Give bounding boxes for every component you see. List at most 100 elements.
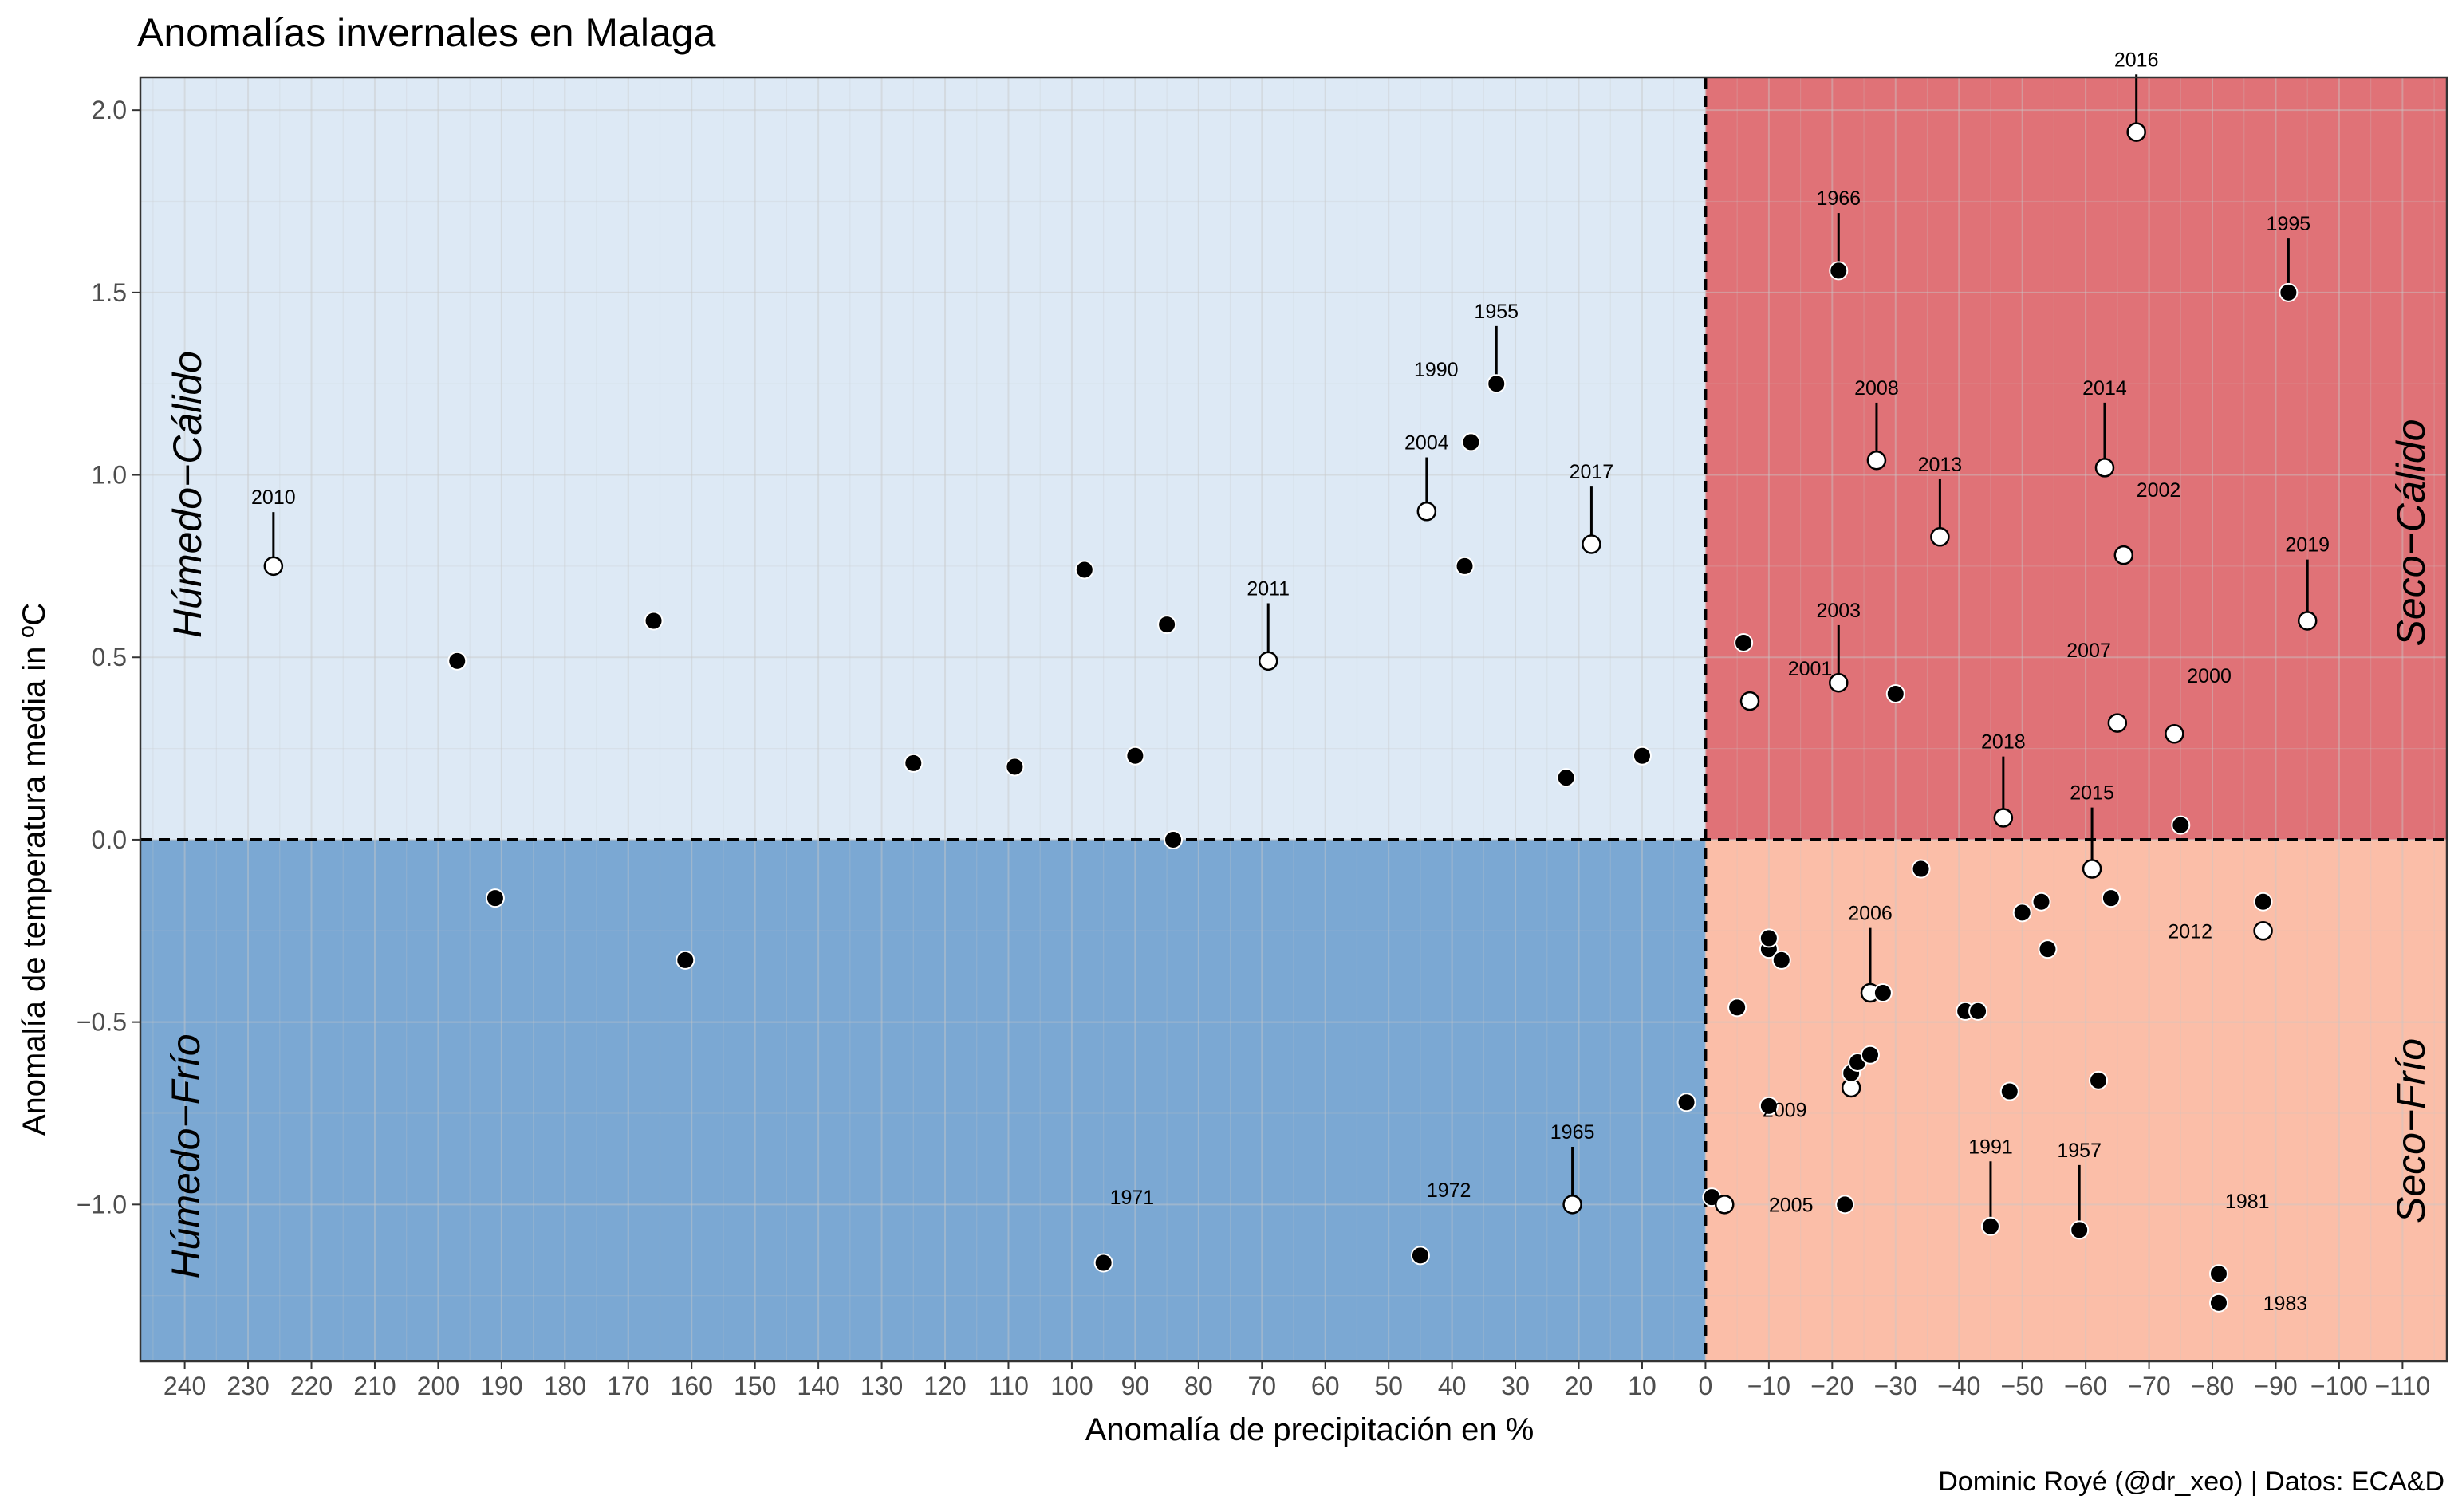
- point: [2171, 815, 2191, 835]
- x-tick-label: 180: [544, 1372, 586, 1400]
- point-label: 2003: [1816, 600, 1861, 622]
- point: [485, 888, 505, 908]
- point-label: 2016: [2114, 49, 2159, 71]
- point-label: 2001: [1788, 658, 1833, 680]
- point: [1999, 1081, 2019, 1101]
- quadrant-label-wet-warm: Húmedo−Cálido: [165, 351, 210, 638]
- x-tick-label: −90: [2254, 1372, 2297, 1400]
- point: [2038, 939, 2058, 959]
- quadrant-layer: [140, 77, 2447, 1361]
- point: [2012, 903, 2032, 923]
- x-tick-label: 10: [1628, 1372, 1656, 1400]
- point: [1734, 632, 1754, 652]
- point: [1487, 374, 1507, 394]
- point-label: 1972: [1427, 1179, 1471, 1202]
- y-tick-label: 1.0: [92, 461, 127, 490]
- point: [904, 753, 924, 773]
- x-tick-label: 80: [1184, 1372, 1213, 1400]
- point: [1676, 1093, 1696, 1112]
- x-tick-label: 150: [734, 1372, 776, 1400]
- x-tick-label: 130: [861, 1372, 903, 1400]
- point: [2279, 282, 2299, 302]
- point-open: [1258, 651, 1278, 671]
- point-layer: [263, 122, 2318, 1313]
- point-label: 2007: [2066, 640, 2111, 662]
- x-tick-label: 220: [290, 1372, 333, 1400]
- x-tick-label: 20: [1565, 1372, 1593, 1400]
- point-open: [1866, 451, 1887, 471]
- point-open: [2113, 545, 2134, 565]
- point-label: 1995: [2267, 213, 2311, 235]
- x-tick-label: 230: [227, 1372, 269, 1400]
- x-tick-label: 190: [480, 1372, 522, 1400]
- x-tick-label: 170: [607, 1372, 649, 1400]
- x-tick-label: 200: [417, 1372, 459, 1400]
- point: [1835, 1195, 1855, 1215]
- x-axis: 240 230 220 210 200 190 180 170 160 150 140 130 120 1…: [163, 1361, 2430, 1400]
- x-tick-label: 60: [1311, 1372, 1340, 1400]
- point-label: 1955: [1474, 301, 1519, 323]
- point-label: 2008: [1854, 377, 1899, 400]
- x-tick-label: −40: [1937, 1372, 1980, 1400]
- point: [1759, 928, 1779, 948]
- chart-caption: Dominic Royé (@dr_xeo) | Datos: ECA&D: [1938, 1467, 2444, 1497]
- point-label: 2009: [1763, 1099, 1807, 1121]
- point-label: 2011: [1247, 577, 1290, 600]
- point: [676, 950, 695, 970]
- x-tick-label: 110: [988, 1372, 1029, 1400]
- point-open: [2107, 713, 2128, 733]
- x-tick-label: 120: [924, 1372, 966, 1400]
- y-tick-label: −0.5: [77, 1008, 127, 1037]
- point: [644, 611, 664, 631]
- point: [1157, 615, 1177, 635]
- point-open: [1993, 808, 2014, 828]
- x-tick-label: −30: [1874, 1372, 1917, 1400]
- point: [2101, 888, 2121, 908]
- y-tick-label: 1.5: [92, 278, 127, 307]
- point-open: [2126, 122, 2146, 142]
- point: [1461, 432, 1481, 452]
- x-tick-label: −110: [2375, 1372, 2431, 1400]
- point: [1727, 998, 1747, 1018]
- point-label: 1966: [1816, 187, 1861, 210]
- point-label: 1971: [1110, 1187, 1155, 1209]
- point: [447, 651, 467, 671]
- x-tick-label: −70: [2127, 1372, 2170, 1400]
- x-tick-label: 240: [163, 1372, 206, 1400]
- point: [2070, 1220, 2090, 1240]
- quadrant-label-dry-warm: Seco−Cálido: [2389, 419, 2433, 647]
- x-tick-label: −20: [1810, 1372, 1853, 1400]
- point-open: [263, 556, 284, 577]
- point-open: [1582, 534, 1601, 554]
- point-open: [2253, 921, 2273, 941]
- point-open: [1562, 1195, 1582, 1215]
- quadrant-label-dry-cold: Seco−Frío: [2389, 1038, 2433, 1223]
- point: [1873, 983, 1893, 1003]
- x-tick-label: 100: [1050, 1372, 1093, 1400]
- y-tick-label: 0.5: [92, 643, 127, 671]
- panel-border: [139, 76, 2448, 1363]
- x-tick-label: 70: [1247, 1372, 1276, 1400]
- point-labels: 2010 1971 2011 1972 2004 1990 1955 1965 2017 2005…: [251, 49, 2330, 1315]
- point: [1771, 950, 1791, 970]
- point: [1911, 859, 1931, 879]
- quadrant-labels: Húmedo−Cálido Seco−Cálido Húmedo−Frío Seco−…: [163, 351, 2433, 1279]
- point: [2208, 1293, 2228, 1313]
- point-label: 2018: [1981, 731, 2026, 754]
- reference-lines: [140, 77, 2447, 1361]
- quadrant-bg-3: [140, 839, 1706, 1361]
- point: [2253, 892, 2273, 912]
- point: [1093, 1253, 1113, 1273]
- point-label: 2004: [1404, 432, 1449, 455]
- point-open: [1739, 691, 1760, 711]
- point-open: [1930, 527, 1950, 547]
- label-leaders: [272, 74, 2309, 1223]
- point: [1861, 1045, 1880, 1065]
- point-label: 2002: [2137, 479, 2181, 502]
- point-open: [2297, 611, 2318, 631]
- point-open: [2094, 458, 2115, 478]
- point-label: 2010: [251, 486, 296, 509]
- quadrant-bg-1: [140, 77, 1706, 840]
- x-tick-label: 40: [1438, 1372, 1467, 1400]
- y-tick-label: −1.0: [77, 1190, 127, 1219]
